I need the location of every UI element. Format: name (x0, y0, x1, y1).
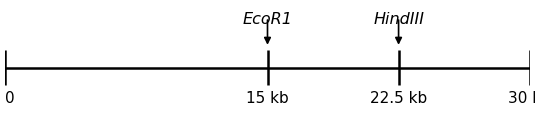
Text: HindIII: HindIII (373, 12, 424, 27)
Text: 0: 0 (5, 91, 15, 106)
Text: EcoR1: EcoR1 (242, 12, 293, 27)
Text: 30 kb: 30 kb (508, 91, 535, 106)
Text: 22.5 kb: 22.5 kb (370, 91, 427, 106)
Text: 15 kb: 15 kb (246, 91, 289, 106)
